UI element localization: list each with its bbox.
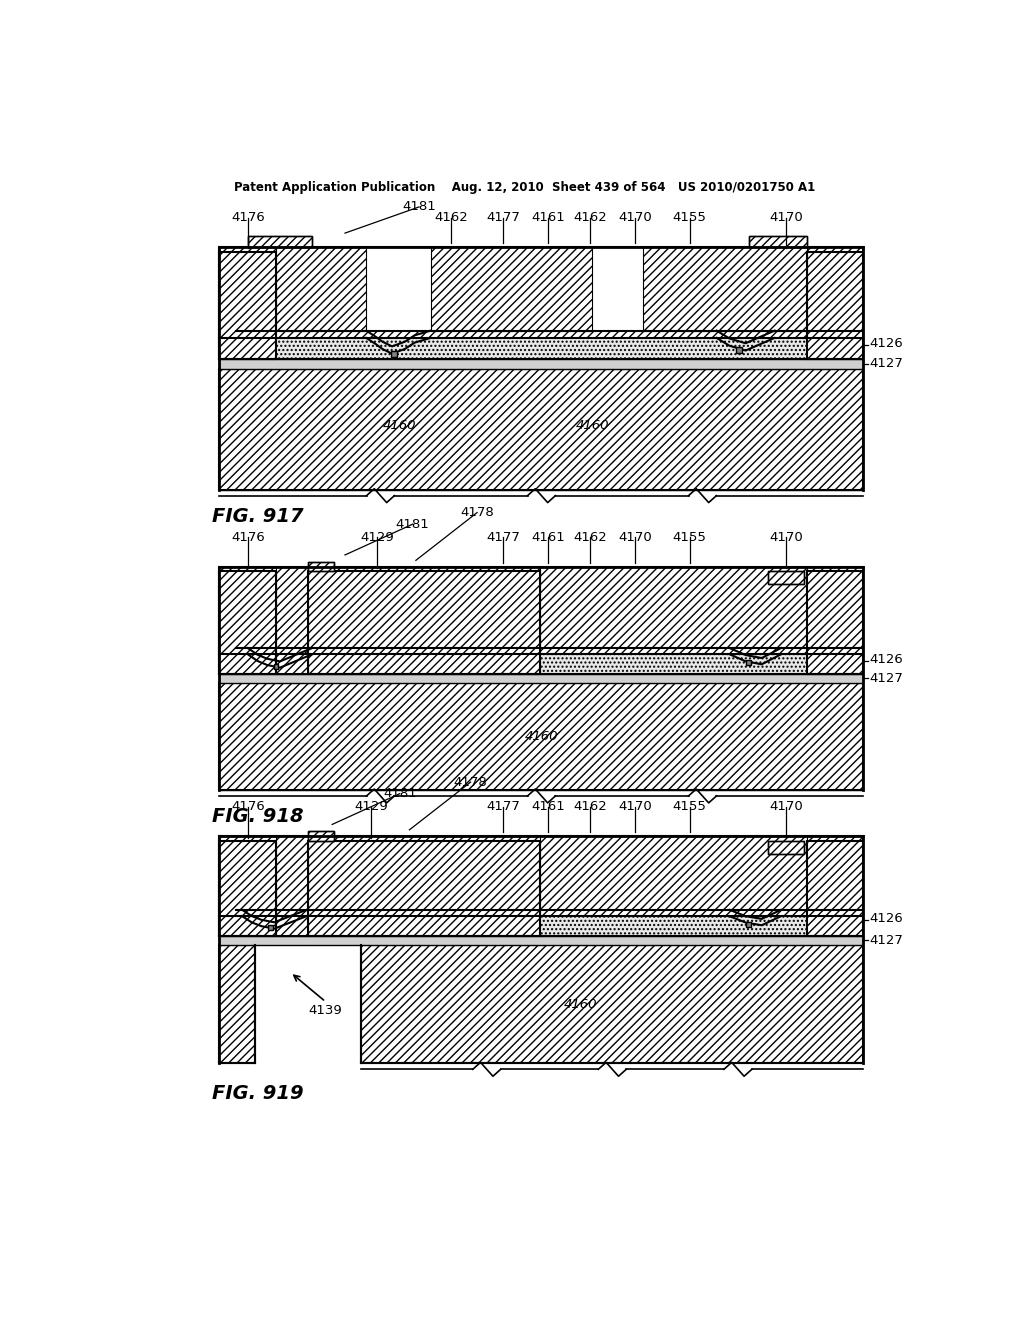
Bar	[308, 572, 541, 673]
Text: 4127: 4127	[869, 935, 903, 946]
Bar	[268, 925, 273, 929]
Bar	[219, 936, 863, 945]
Bar	[219, 566, 863, 673]
Text: 4170: 4170	[617, 211, 651, 224]
Text: 4170: 4170	[617, 531, 651, 544]
Bar	[361, 945, 863, 1063]
Bar	[749, 236, 807, 247]
Bar	[768, 841, 804, 854]
Bar	[276, 836, 308, 936]
Bar	[308, 832, 334, 841]
Text: Patent Application Publication    Aug. 12, 2010  Sheet 439 of 564   US 2010/0201: Patent Application Publication Aug. 12, …	[234, 181, 815, 194]
Bar	[308, 841, 541, 936]
Bar	[745, 921, 751, 927]
Text: FIG. 917: FIG. 917	[212, 507, 303, 525]
Text: 4162: 4162	[572, 800, 606, 813]
Text: 4178: 4178	[460, 506, 494, 519]
Bar	[768, 572, 804, 585]
Bar	[219, 338, 863, 359]
Bar	[219, 370, 863, 490]
Bar	[219, 252, 276, 359]
Text: FIG. 919: FIG. 919	[212, 1085, 303, 1104]
Bar	[541, 566, 807, 673]
Bar	[248, 236, 312, 247]
Text: FIG. 918: FIG. 918	[212, 808, 303, 826]
Text: 4161: 4161	[531, 211, 565, 224]
Text: 4155: 4155	[673, 800, 707, 813]
Text: 4127: 4127	[869, 358, 903, 371]
Bar	[219, 572, 276, 673]
Bar	[431, 247, 592, 330]
Bar	[219, 841, 276, 936]
Text: 4161: 4161	[531, 800, 565, 813]
Bar	[308, 841, 541, 936]
Text: 4155: 4155	[673, 211, 707, 224]
Bar	[745, 660, 751, 665]
Text: 4176: 4176	[231, 800, 265, 813]
Bar	[807, 572, 863, 673]
Text: 4127: 4127	[869, 672, 903, 685]
Bar	[219, 916, 863, 936]
Bar	[276, 247, 807, 330]
Bar	[807, 252, 863, 359]
Bar	[807, 252, 863, 359]
Bar	[541, 836, 807, 936]
Bar	[643, 247, 807, 330]
Text: 4176: 4176	[231, 531, 265, 544]
Text: 4160: 4160	[383, 420, 417, 432]
Text: 4177: 4177	[485, 531, 520, 544]
Bar	[391, 351, 397, 358]
Text: 4162: 4162	[434, 211, 468, 224]
Text: 4129: 4129	[360, 531, 394, 544]
Bar	[768, 841, 804, 854]
Bar	[219, 673, 863, 682]
Bar	[807, 841, 863, 936]
Text: 4126: 4126	[869, 653, 903, 665]
Text: 4160: 4160	[563, 998, 597, 1011]
Text: 4177: 4177	[485, 800, 520, 813]
Text: 4161: 4161	[531, 531, 565, 544]
Bar	[736, 347, 742, 354]
Bar	[749, 236, 807, 247]
Bar	[276, 247, 367, 330]
Bar	[276, 566, 308, 673]
Bar	[308, 572, 541, 673]
Text: 4162: 4162	[572, 531, 606, 544]
Bar	[807, 841, 863, 936]
Text: 4181: 4181	[383, 787, 417, 800]
Text: 4181: 4181	[402, 201, 436, 214]
Text: 4176: 4176	[231, 211, 265, 224]
Text: 4170: 4170	[769, 211, 803, 224]
Bar	[219, 252, 276, 359]
Text: 4177: 4177	[485, 211, 520, 224]
Bar	[219, 841, 276, 936]
Bar	[273, 664, 279, 668]
Bar	[768, 572, 804, 585]
Text: 4129: 4129	[354, 800, 388, 813]
Text: 4160: 4160	[577, 420, 609, 432]
Bar	[219, 655, 863, 673]
Bar	[248, 236, 312, 247]
Bar	[219, 572, 276, 673]
Bar	[219, 359, 863, 370]
Bar	[219, 836, 863, 936]
Text: 4178: 4178	[454, 776, 487, 788]
Bar	[219, 945, 255, 1063]
Text: 4139: 4139	[309, 1005, 343, 1018]
Bar	[807, 572, 863, 673]
Text: 4162: 4162	[572, 211, 606, 224]
Bar	[308, 832, 334, 841]
Text: 4155: 4155	[673, 531, 707, 544]
Bar	[219, 682, 863, 789]
Bar	[219, 247, 863, 359]
Text: 4170: 4170	[769, 800, 803, 813]
Text: 4170: 4170	[617, 800, 651, 813]
Text: 4126: 4126	[869, 337, 903, 350]
Bar	[308, 562, 334, 572]
Text: 4170: 4170	[769, 531, 803, 544]
Bar	[308, 562, 334, 572]
Text: 4181: 4181	[396, 517, 429, 531]
Text: 4126: 4126	[869, 912, 903, 925]
Text: 4160: 4160	[524, 730, 558, 743]
